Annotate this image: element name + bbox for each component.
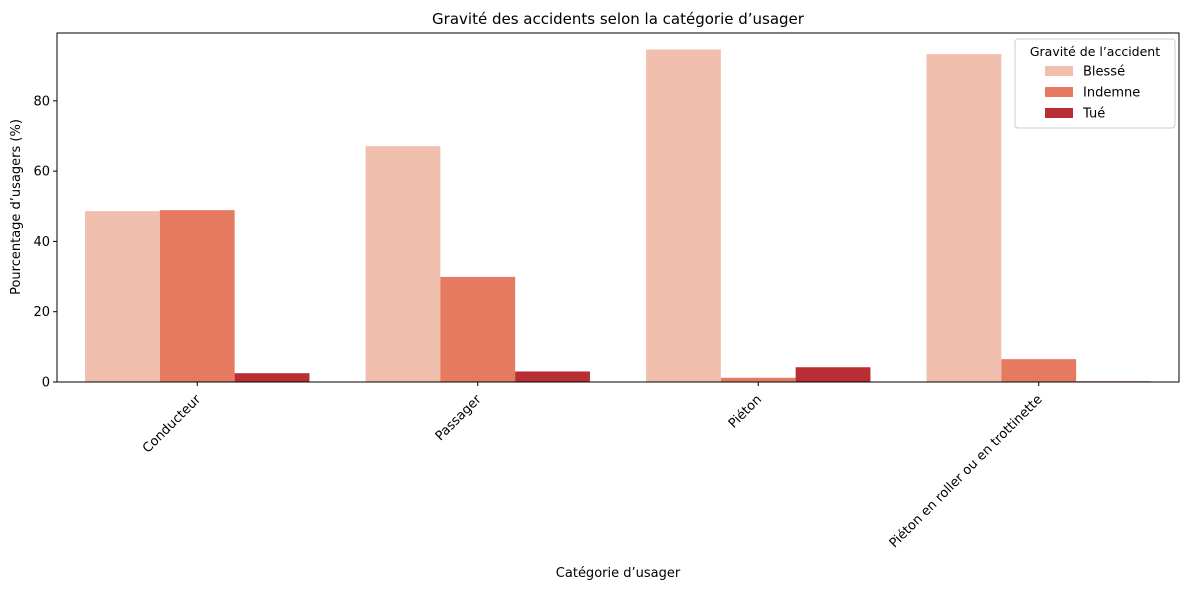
x-tick-label: Piéton en roller ou en trottinette [887,392,1046,551]
plot-area: 0 20 40 60 80 Conducteur Passager Piéton Piéton … [33,32,1180,551]
y-tick-label: 80 [33,94,50,109]
x-tick-label: Piéton [726,392,765,431]
bar [234,373,310,382]
plot-frame [56,32,1180,383]
bar [795,367,871,382]
bar [1001,359,1077,382]
legend-swatch [1045,87,1073,97]
legend-label: Indemne [1083,86,1140,101]
legend-swatch [1045,66,1073,76]
bar [515,371,590,382]
legend-title: Gravité de l’accident [1030,44,1160,59]
bar [926,54,1002,383]
legend-items: Blessé Indemne Tué [1045,65,1140,122]
bar [720,377,796,382]
legend: Gravité de l’accident Blessé Indemne Tué [1014,38,1176,129]
legend-swatch [1045,108,1073,118]
legend-box [1014,38,1176,129]
chart-title: Gravité des accidents selon la catégorie… [432,10,805,28]
bar [159,210,235,382]
legend-label: Blessé [1083,65,1125,80]
x-axis-label: Catégorie d’usager [556,566,681,581]
bar [365,146,441,382]
y-tick-label: 0 [42,376,50,391]
x-tick-label: Conducteur [140,392,205,457]
y-tick-label: 60 [33,165,50,180]
bar [646,49,721,383]
y-tick-label: 40 [33,235,50,250]
y-axis-label: Pourcentage d’usagers (%) [9,119,24,295]
y-tick-label: 20 [33,305,50,320]
legend-label: Tué [1082,107,1105,122]
x-tick-label: Passager [433,392,485,444]
bar [85,211,160,382]
bar [440,276,516,382]
